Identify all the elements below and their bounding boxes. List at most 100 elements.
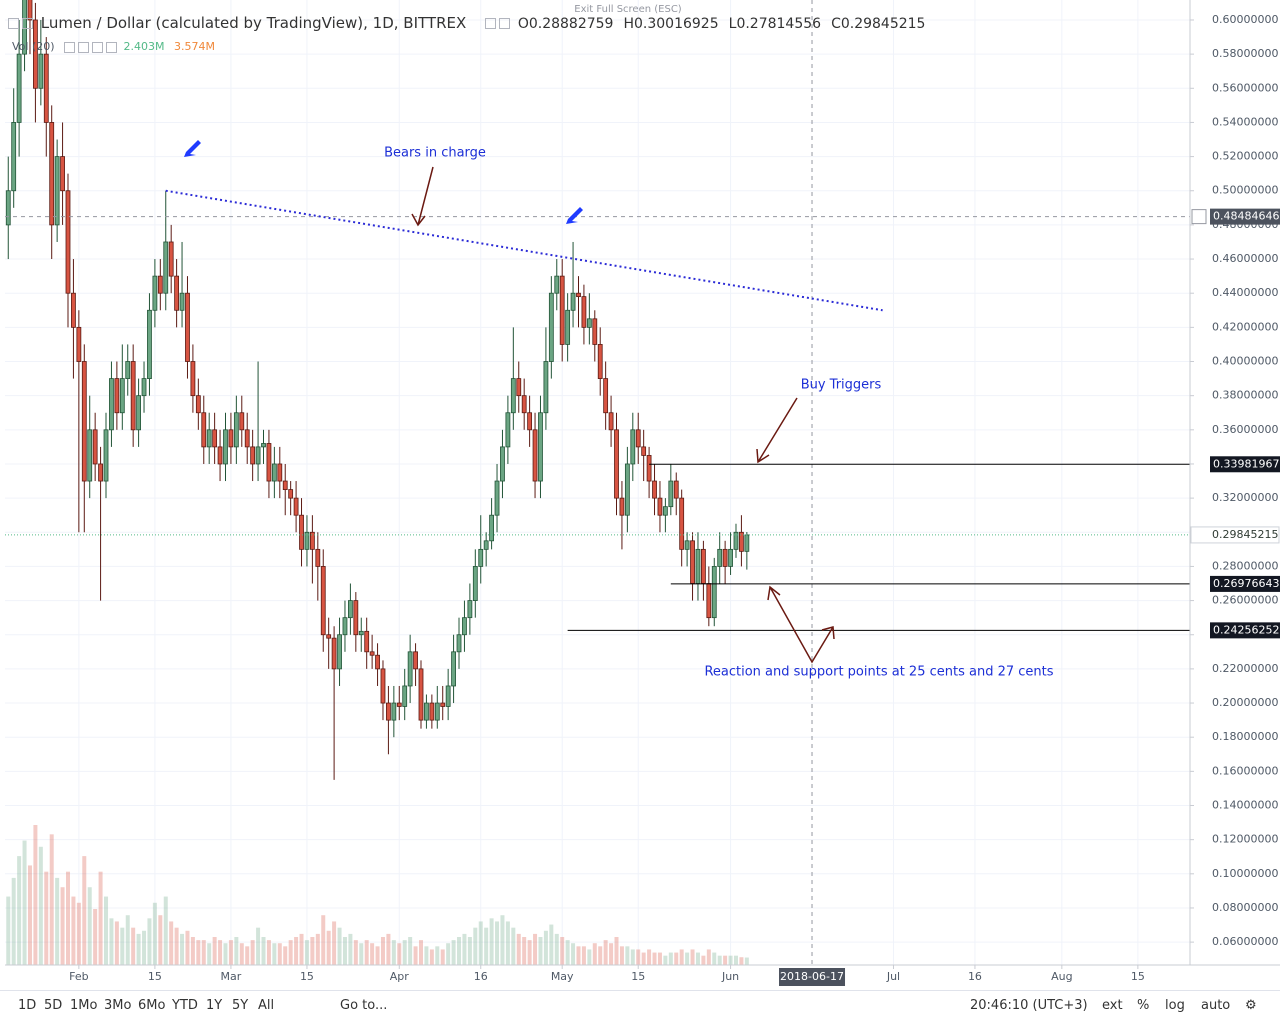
icon[interactable] bbox=[485, 18, 497, 29]
volume-bar bbox=[527, 940, 532, 965]
range-button[interactable]: 1Mo bbox=[70, 998, 98, 1013]
y-tick-label: 0.42000000 bbox=[1212, 320, 1278, 333]
candle-body bbox=[489, 514, 494, 542]
icon[interactable] bbox=[106, 41, 118, 53]
option-button[interactable]: % bbox=[1137, 998, 1150, 1013]
candle-body bbox=[679, 497, 685, 550]
option-button[interactable]: ext bbox=[1102, 998, 1123, 1013]
y-tick-label: 0.10000000 bbox=[1212, 867, 1278, 880]
volume-legend: Vol (20) 2.403M 3.574M bbox=[12, 40, 215, 53]
volume-bar bbox=[321, 915, 326, 965]
icon[interactable] bbox=[92, 41, 104, 53]
candle-body bbox=[532, 429, 538, 482]
candle-body bbox=[304, 531, 310, 550]
candle-body bbox=[326, 634, 332, 639]
chart: 0.06000000 0.08000000 0.10000000 0.12000000… bbox=[5, 0, 1280, 986]
volume-bar bbox=[706, 949, 711, 965]
x-tick-label: Jun bbox=[721, 970, 739, 983]
volume-bar bbox=[71, 896, 76, 965]
x-tick-label: 15 bbox=[1131, 970, 1145, 983]
y-tick-label: 0.28000000 bbox=[1212, 559, 1278, 572]
volume-bar bbox=[120, 927, 125, 965]
volume-bar bbox=[505, 921, 510, 965]
volume-bar bbox=[185, 930, 190, 965]
candle-body bbox=[38, 53, 44, 89]
range-button[interactable]: All bbox=[258, 998, 275, 1013]
volume-value: 2.403M bbox=[123, 40, 165, 53]
icon[interactable] bbox=[22, 18, 33, 29]
candle-body bbox=[277, 463, 283, 482]
candle-body bbox=[331, 637, 337, 670]
volume-bar bbox=[169, 921, 174, 965]
goto-button[interactable]: Go to... bbox=[340, 998, 388, 1013]
trend-line bbox=[165, 189, 883, 312]
range-button[interactable]: 1D bbox=[18, 998, 37, 1013]
volume-bar bbox=[723, 955, 728, 965]
volume-bar bbox=[359, 943, 364, 965]
volume-bar bbox=[685, 952, 690, 965]
y-tick-label: 0.18000000 bbox=[1212, 730, 1278, 743]
x-tick-label: Jul bbox=[886, 970, 900, 983]
volume-bar bbox=[489, 918, 494, 965]
volume-bar bbox=[87, 887, 92, 965]
candle-body bbox=[109, 378, 114, 431]
candle-body bbox=[619, 497, 625, 516]
candle-body bbox=[266, 443, 272, 482]
volume-ma-value: 3.574M bbox=[174, 40, 216, 53]
y-tick-label: 0.20000000 bbox=[1212, 696, 1278, 709]
volume-bar bbox=[125, 915, 130, 965]
volume-bar bbox=[218, 940, 223, 965]
settings-icon[interactable]: ⚙ bbox=[1245, 998, 1257, 1013]
candle-body bbox=[195, 395, 201, 414]
fullscreen-hint[interactable]: Exit Full Screen (ESC) bbox=[574, 4, 682, 15]
candle-body bbox=[168, 241, 174, 277]
icon[interactable] bbox=[64, 41, 76, 53]
y-tick-label: 0.60000000 bbox=[1212, 13, 1278, 26]
candle-body bbox=[652, 480, 657, 499]
volume-bar bbox=[136, 933, 141, 965]
candle-body bbox=[33, 19, 38, 89]
icon[interactable] bbox=[499, 18, 511, 29]
volume-bar bbox=[196, 940, 201, 965]
ohlc-key: C bbox=[831, 16, 841, 32]
range-button[interactable]: YTD bbox=[172, 998, 198, 1013]
candle-body bbox=[358, 630, 364, 636]
volume-bar bbox=[408, 937, 413, 965]
volume-bar bbox=[49, 834, 54, 965]
volume-title: Vol (20) bbox=[12, 40, 55, 53]
volume-bar bbox=[587, 949, 592, 965]
ohlc-value: 0.30016925 bbox=[634, 16, 719, 32]
volume-bar bbox=[560, 937, 565, 965]
range-button[interactable]: 5D bbox=[44, 998, 63, 1013]
y-tick-label: 0.46000000 bbox=[1212, 252, 1278, 265]
candle-body bbox=[190, 361, 196, 397]
range-button[interactable]: 3Mo bbox=[104, 998, 132, 1013]
candle-body bbox=[657, 497, 663, 516]
volume-bar bbox=[440, 949, 445, 965]
level-label: 0.24256252 bbox=[1213, 623, 1279, 636]
candle-body bbox=[646, 455, 652, 482]
candle-body bbox=[483, 540, 489, 550]
icon[interactable] bbox=[78, 41, 90, 53]
volume-bar bbox=[261, 937, 266, 965]
candle-body bbox=[239, 412, 245, 431]
volume-bar bbox=[435, 946, 440, 965]
volume-bar bbox=[462, 933, 467, 965]
range-button[interactable]: 5Y bbox=[232, 998, 249, 1013]
candle-body bbox=[690, 540, 695, 584]
candle-body bbox=[630, 429, 636, 465]
candle-body bbox=[375, 654, 380, 670]
option-button[interactable]: auto bbox=[1201, 998, 1231, 1013]
volume-bar bbox=[733, 955, 738, 965]
volume-bar bbox=[717, 955, 722, 965]
icon[interactable] bbox=[8, 18, 19, 29]
candle-body bbox=[673, 480, 679, 499]
x-tick-label: Feb bbox=[69, 970, 88, 983]
range-button[interactable]: 1Y bbox=[206, 998, 223, 1013]
option-button[interactable]: log bbox=[1165, 998, 1185, 1013]
range-button[interactable]: 6Mo bbox=[138, 998, 166, 1013]
volume-bar bbox=[201, 940, 206, 965]
clock: 20:46:10 (UTC+3) bbox=[970, 998, 1088, 1013]
axis-layer: 0.06000000 0.08000000 0.10000000 0.12000000… bbox=[69, 13, 1280, 986]
volume-bar bbox=[304, 940, 309, 965]
